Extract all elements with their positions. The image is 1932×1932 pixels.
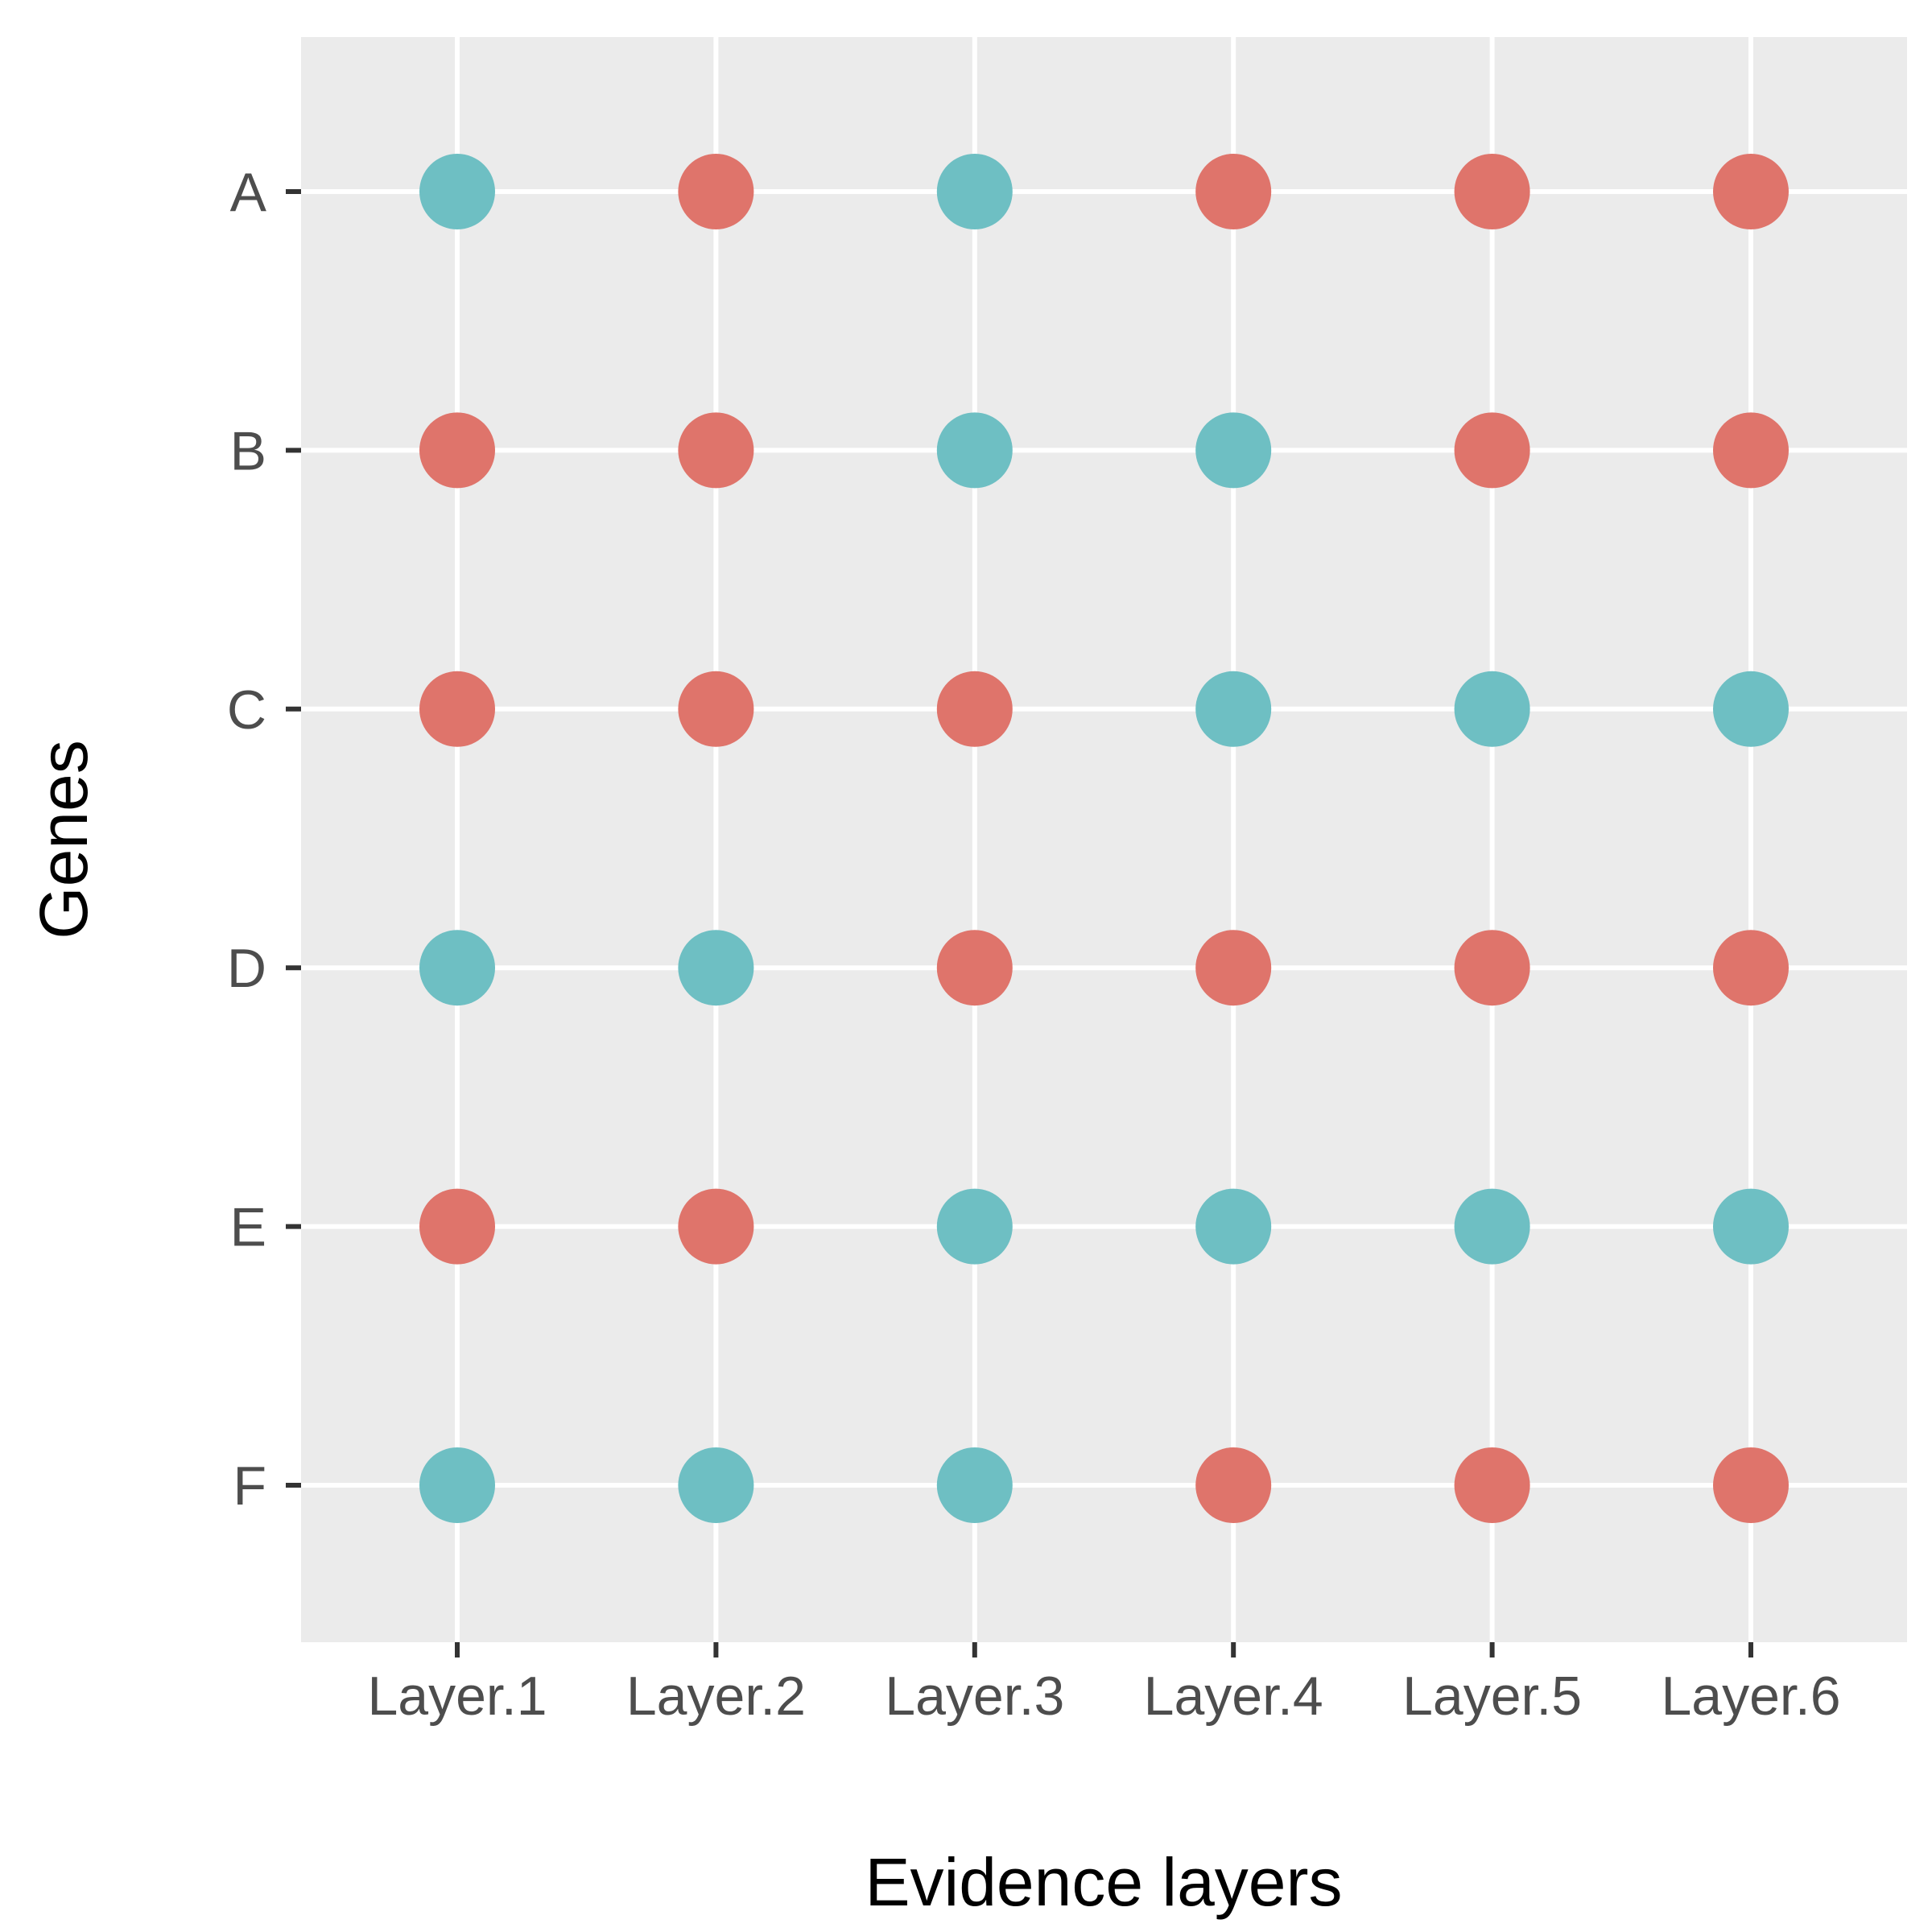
data-point-C-Layer.3 <box>936 671 1013 747</box>
data-point-A-Layer.6 <box>1713 154 1789 229</box>
x-tick-label: Layer.4 <box>1144 1666 1323 1727</box>
y-tick-label: A <box>230 162 267 223</box>
y-tick-label: C <box>227 679 266 741</box>
data-point-F-Layer.3 <box>936 1447 1013 1523</box>
data-point-D-Layer.2 <box>678 930 754 1006</box>
data-point-B-Layer.4 <box>1195 412 1272 489</box>
data-point-D-Layer.5 <box>1454 930 1530 1006</box>
x-tick-label: Layer.6 <box>1661 1666 1840 1727</box>
data-point-D-Layer.1 <box>419 930 495 1006</box>
data-point-F-Layer.4 <box>1195 1447 1272 1523</box>
x-tick-label: Layer.1 <box>367 1666 547 1727</box>
plot-panel <box>301 37 1907 1642</box>
data-point-B-Layer.2 <box>678 412 754 489</box>
y-tick-label: E <box>230 1197 266 1258</box>
data-point-D-Layer.3 <box>936 930 1013 1006</box>
y-axis-tick-labels: A B C D E F <box>227 162 267 1517</box>
x-axis-title: Evidence layers <box>865 1844 1343 1920</box>
y-tick-label: D <box>227 938 266 999</box>
data-point-F-Layer.5 <box>1454 1447 1530 1523</box>
data-point-C-Layer.1 <box>419 671 495 747</box>
y-axis-ticks <box>286 189 301 1488</box>
data-point-D-Layer.6 <box>1713 930 1789 1006</box>
x-tick-label: Layer.2 <box>626 1666 806 1727</box>
data-point-A-Layer.5 <box>1454 154 1530 229</box>
data-point-B-Layer.3 <box>936 412 1013 489</box>
data-point-F-Layer.6 <box>1713 1447 1789 1523</box>
data-point-E-Layer.1 <box>419 1188 495 1265</box>
data-point-C-Layer.6 <box>1713 671 1789 747</box>
data-point-E-Layer.2 <box>678 1188 754 1265</box>
data-point-D-Layer.4 <box>1195 930 1272 1006</box>
data-point-B-Layer.6 <box>1713 412 1789 489</box>
y-axis-title: Genes <box>26 740 101 939</box>
data-point-C-Layer.5 <box>1454 671 1530 747</box>
data-point-F-Layer.2 <box>678 1447 754 1523</box>
x-axis-tick-labels: Layer.1 Layer.2 Layer.3 Layer.4 Layer.5 Layer… <box>367 1666 1840 1727</box>
data-point-C-Layer.4 <box>1195 671 1272 747</box>
data-points <box>419 154 1789 1523</box>
y-tick-label: F <box>233 1455 266 1517</box>
data-point-B-Layer.5 <box>1454 412 1530 489</box>
data-point-E-Layer.6 <box>1713 1188 1789 1265</box>
data-point-E-Layer.4 <box>1195 1188 1272 1265</box>
data-point-A-Layer.3 <box>936 154 1013 229</box>
data-point-B-Layer.1 <box>419 412 495 489</box>
data-point-A-Layer.4 <box>1195 154 1272 229</box>
data-point-C-Layer.2 <box>678 671 754 747</box>
x-tick-label: Layer.5 <box>1402 1666 1582 1727</box>
y-tick-label: B <box>230 420 266 481</box>
x-axis-ticks <box>455 1642 1753 1657</box>
data-point-E-Layer.5 <box>1454 1188 1530 1265</box>
data-point-E-Layer.3 <box>936 1188 1013 1265</box>
data-point-A-Layer.1 <box>419 154 495 229</box>
x-tick-label: Layer.3 <box>885 1666 1064 1727</box>
gridlines <box>301 37 1907 1642</box>
data-point-A-Layer.2 <box>678 154 754 229</box>
data-point-F-Layer.1 <box>419 1447 495 1523</box>
